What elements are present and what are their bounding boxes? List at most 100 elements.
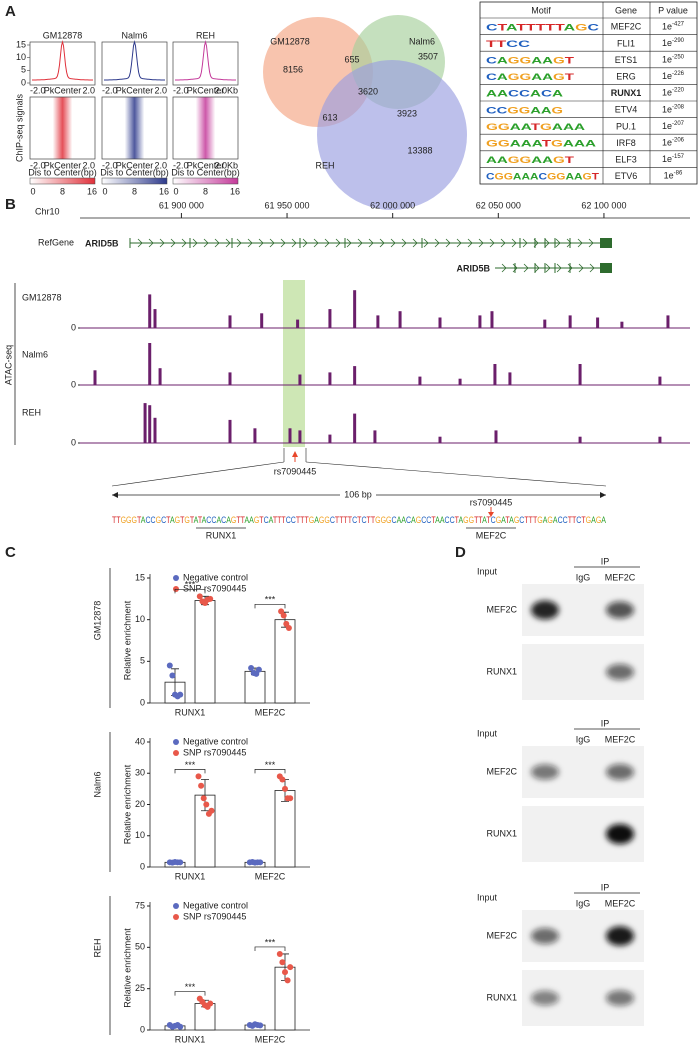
venn-count: 655 bbox=[344, 54, 359, 64]
chevron bbox=[578, 263, 584, 273]
sample-title: REH bbox=[196, 30, 215, 40]
x-label: 2.0 bbox=[154, 85, 167, 95]
chevron bbox=[566, 238, 572, 248]
p-base: 1e bbox=[662, 22, 672, 32]
tick-label: 62 050 000 bbox=[476, 200, 521, 210]
p-value: 1e-206 bbox=[662, 137, 685, 148]
venn-set bbox=[317, 60, 467, 210]
venn-count: 3620 bbox=[358, 86, 378, 96]
p-value: 1e-250 bbox=[662, 54, 685, 65]
tick-label: 62 100 000 bbox=[581, 200, 626, 210]
data-point bbox=[280, 612, 287, 619]
blot-row-label: RUNX1 bbox=[486, 666, 517, 676]
y-tick-label: 75 bbox=[135, 900, 145, 910]
peak bbox=[353, 366, 357, 385]
chevron bbox=[577, 238, 583, 248]
peak bbox=[578, 436, 582, 443]
data-point bbox=[195, 773, 202, 780]
lane-label: IgG bbox=[576, 572, 591, 582]
data-point bbox=[166, 662, 173, 669]
chevron bbox=[181, 238, 187, 248]
sig-bracket bbox=[174, 588, 206, 594]
peak bbox=[478, 315, 482, 328]
chevron bbox=[192, 238, 198, 248]
x-label: PkCenter bbox=[187, 85, 225, 95]
chevron bbox=[445, 238, 451, 248]
data-point bbox=[279, 776, 286, 783]
chevron bbox=[335, 238, 341, 248]
data-point bbox=[177, 859, 184, 866]
peak bbox=[148, 343, 152, 385]
gene-label: ARID5B bbox=[85, 238, 119, 248]
peak bbox=[490, 311, 494, 328]
data-point bbox=[282, 785, 288, 792]
data-point bbox=[287, 964, 294, 971]
profile-box bbox=[29, 41, 96, 86]
peak bbox=[578, 364, 582, 385]
gene-name: ELF3 bbox=[615, 154, 637, 164]
venn-count: 8156 bbox=[283, 64, 303, 74]
chevron bbox=[456, 238, 462, 248]
x-label: 2.0 bbox=[82, 85, 95, 95]
p-value: 1e-208 bbox=[662, 104, 685, 115]
colorbar-tick-label: 0 bbox=[30, 186, 35, 196]
chevron bbox=[379, 238, 385, 248]
p-base: 1e bbox=[662, 88, 672, 98]
x-tick-label: MEF2C bbox=[255, 871, 286, 881]
venn-set-label: GM12878 bbox=[270, 36, 310, 46]
gene-name: RUNX1 bbox=[611, 88, 642, 98]
y-title: Relative enrichment bbox=[122, 600, 132, 680]
y-tick-label: 30 bbox=[135, 768, 145, 778]
peak bbox=[373, 430, 377, 443]
data-point bbox=[279, 959, 286, 966]
peak bbox=[666, 315, 670, 328]
lane-label: Input bbox=[477, 892, 498, 902]
peak bbox=[494, 430, 498, 443]
ip-label: IP bbox=[601, 556, 610, 566]
peak bbox=[376, 315, 380, 328]
profile-tick-label: 0 bbox=[21, 77, 26, 87]
heatmap bbox=[172, 96, 239, 160]
sig-label: *** bbox=[265, 937, 276, 947]
motif-label: MEF2C bbox=[476, 530, 507, 540]
band bbox=[531, 600, 559, 620]
y-tick-label: 0 bbox=[140, 1024, 145, 1034]
profile-tick-label: 5 bbox=[21, 65, 26, 75]
legend-marker bbox=[173, 575, 179, 581]
gene-name: ERG bbox=[616, 71, 636, 81]
x-label: -2.0 bbox=[102, 85, 118, 95]
p-value: 1e-427 bbox=[662, 21, 685, 32]
tick-label: 61 950 000 bbox=[265, 200, 310, 210]
chevron bbox=[313, 238, 319, 248]
y-tick-label: 15 bbox=[135, 572, 145, 582]
peak bbox=[596, 317, 600, 328]
legend-label: Negative control bbox=[183, 572, 248, 582]
y-tick-label: 10 bbox=[135, 830, 145, 840]
row-label: GM12878 bbox=[92, 601, 102, 641]
venn-count: 13388 bbox=[407, 145, 432, 155]
data-point bbox=[276, 950, 283, 957]
p-value: 1e-207 bbox=[662, 120, 685, 131]
chevron bbox=[545, 263, 551, 273]
chevron bbox=[258, 238, 264, 248]
panel-label: B bbox=[5, 196, 16, 213]
y-tick-label: 0 bbox=[140, 697, 145, 707]
chevron bbox=[236, 238, 242, 248]
chevron bbox=[522, 238, 528, 248]
data-point bbox=[248, 665, 255, 671]
x-tick-label: RUNX1 bbox=[175, 871, 206, 881]
data-point bbox=[200, 795, 207, 802]
assay-label: ATAC-seq bbox=[3, 345, 13, 385]
legend-label: SNP rs7090445 bbox=[183, 747, 246, 757]
p-base: 1e bbox=[662, 38, 672, 48]
lane-label: MEF2C bbox=[605, 898, 636, 908]
x-label: -2.0 bbox=[173, 160, 189, 170]
y-tick-label: 10 bbox=[135, 614, 145, 624]
legend-marker bbox=[173, 750, 179, 756]
peak bbox=[288, 428, 292, 443]
x-label: -2.0 bbox=[30, 160, 46, 170]
data-point bbox=[196, 593, 203, 600]
peak bbox=[298, 430, 302, 443]
x-label: -2.0 bbox=[173, 85, 189, 95]
